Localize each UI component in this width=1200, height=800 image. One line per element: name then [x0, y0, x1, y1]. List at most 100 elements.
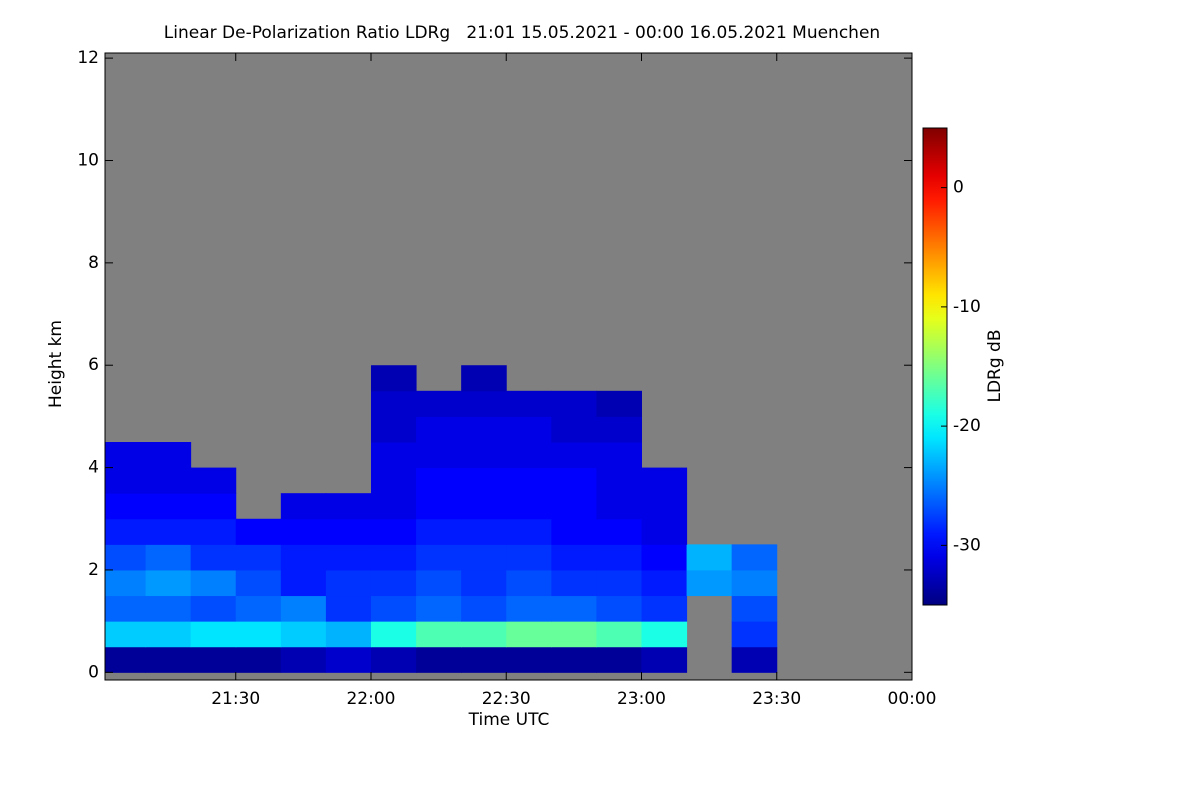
plot-frame	[104, 52, 913, 681]
heatmap-cell	[686, 569, 733, 597]
heatmap-cell	[105, 595, 147, 622]
heatmap-cell	[461, 441, 507, 469]
heatmap-cell	[145, 595, 192, 622]
heatmap-cell	[506, 544, 552, 571]
y-tick-label: 8	[88, 253, 99, 273]
heatmap-cell	[280, 518, 327, 545]
heatmap-cell	[641, 569, 688, 597]
heatmap-cell	[416, 416, 462, 443]
heatmap-cell	[506, 467, 552, 494]
heatmap-cell	[461, 365, 507, 392]
heatmap-cell	[105, 441, 147, 469]
x-tick-label: 23:30	[752, 689, 801, 709]
x-tick-label: 22:00	[346, 689, 395, 709]
heatmap-cell	[416, 621, 462, 648]
heatmap-cell	[596, 416, 642, 443]
x-axis-label: Time UTC	[468, 710, 550, 730]
heatmap-cell	[461, 595, 507, 622]
heatmap-cell	[461, 569, 507, 597]
heatmap-cell	[105, 518, 147, 545]
heatmap-cell	[596, 518, 642, 545]
heatmap-cell	[551, 646, 597, 673]
heatmap-cell	[506, 416, 552, 443]
heatmap-cell	[145, 646, 192, 673]
heatmap-cell	[551, 595, 597, 622]
heatmap-cell	[461, 390, 507, 417]
y-tick-label: 12	[77, 48, 99, 68]
heatmap-cell	[370, 365, 417, 392]
heatmap-cell	[280, 544, 327, 571]
heatmap-cell	[235, 646, 282, 673]
heatmap-cell	[416, 544, 462, 571]
heatmap-cell	[370, 416, 417, 443]
heatmap-cell	[551, 621, 597, 648]
heatmap-cell	[190, 467, 237, 494]
heatmap-cell	[325, 493, 372, 520]
heatmap-cell	[461, 621, 507, 648]
heatmap-cell	[145, 518, 192, 545]
heatmap-cell	[105, 569, 147, 597]
heatmap-cell	[145, 621, 192, 648]
colorbar-label: LDRg dB	[985, 329, 1005, 402]
heatmap-cell	[551, 493, 597, 520]
heatmap-cell	[506, 646, 552, 673]
heatmap-cell	[325, 518, 372, 545]
colorbar	[922, 127, 948, 606]
heatmap-cell	[596, 467, 642, 494]
heatmap-cell	[461, 467, 507, 494]
heatmap-cell	[551, 416, 597, 443]
heatmap-cell	[596, 441, 642, 469]
heatmap-cell	[280, 569, 327, 597]
heatmap-cell	[105, 493, 147, 520]
heatmap-cell	[731, 544, 778, 571]
heatmap-cell	[461, 416, 507, 443]
heatmap-cell	[190, 621, 237, 648]
heatmap-cell	[506, 390, 552, 417]
heatmap-cell	[416, 390, 462, 417]
heatmap-cell	[686, 544, 733, 571]
colorbar-tick-label: -30	[953, 535, 981, 555]
heatmap-cell	[235, 595, 282, 622]
heatmap-cell	[325, 569, 372, 597]
heatmap-cell	[506, 493, 552, 520]
heatmap-cell	[190, 569, 237, 597]
heatmap-cell	[596, 621, 642, 648]
heatmap-cell	[370, 569, 417, 597]
heatmap-cell	[416, 518, 462, 545]
heatmap-cell	[145, 544, 192, 571]
heatmap-cell	[596, 390, 642, 417]
heatmap-cell	[551, 467, 597, 494]
heatmap-cell	[190, 544, 237, 571]
heatmap-cell	[506, 595, 552, 622]
heatmap-cell	[506, 569, 552, 597]
heatmap-cell	[731, 621, 778, 648]
heatmap-cell	[370, 390, 417, 417]
heatmap-cell	[145, 569, 192, 597]
x-tick-label: 21:30	[211, 689, 260, 709]
heatmap-cell	[280, 621, 327, 648]
heatmap-cell	[461, 646, 507, 673]
heatmap-cell	[506, 441, 552, 469]
heatmap-cell	[596, 569, 642, 597]
y-axis-label: Height km	[46, 320, 66, 408]
y-tick-label: 10	[77, 150, 99, 170]
heatmap-cell	[731, 646, 778, 673]
heatmap-cell	[506, 621, 552, 648]
heatmap-cell	[731, 569, 778, 597]
heatmap-cell	[506, 518, 552, 545]
colorbar-tick-label: -10	[953, 297, 981, 317]
heatmap-cell	[145, 441, 192, 469]
x-tick-label: 23:00	[617, 689, 666, 709]
heatmap-cell	[461, 518, 507, 545]
heatmap-cell	[416, 569, 462, 597]
heatmap-cell	[190, 646, 237, 673]
colorbar-tick-label: 0	[953, 178, 964, 198]
heatmap-cell	[596, 493, 642, 520]
heatmap-cell	[190, 493, 237, 520]
heatmap-cell	[280, 493, 327, 520]
heatmap-cell	[370, 467, 417, 494]
heatmap-cell	[596, 646, 642, 673]
heatmap-cell	[325, 544, 372, 571]
